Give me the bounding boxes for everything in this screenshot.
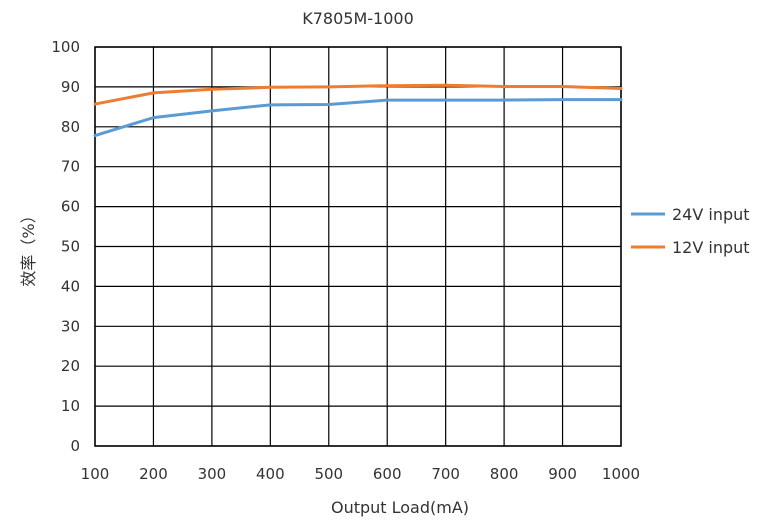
chart-title: K7805M-1000	[302, 9, 414, 28]
x-tick-label: 900	[548, 465, 577, 483]
x-tick-label: 500	[314, 465, 343, 483]
series-line-24v-input	[93, 98, 623, 138]
x-tick-label: 1000	[602, 465, 640, 483]
y-tick-label: 60	[61, 198, 80, 216]
legend-label: 12V input	[672, 238, 750, 257]
x-tick-label: 300	[198, 465, 227, 483]
series-lines	[93, 83, 623, 138]
y-tick-label: 30	[61, 317, 80, 335]
series-line-12v-input	[93, 83, 623, 106]
grid	[94, 46, 622, 447]
y-tick-label: 40	[61, 277, 80, 295]
y-axis-label: 效率（%）	[19, 207, 38, 286]
x-tick-label: 400	[256, 465, 285, 483]
y-tick-label: 70	[61, 158, 80, 176]
legend-label: 24V input	[672, 205, 750, 224]
y-tick-label: 80	[61, 118, 80, 136]
plot-area	[94, 46, 622, 447]
y-tick-label: 10	[61, 397, 80, 415]
x-tick-label: 200	[139, 465, 168, 483]
y-tick-labels: 0 10 20 30 40 50 60 70 80 90 100	[51, 38, 80, 455]
y-tick-label: 50	[61, 238, 80, 256]
x-tick-label: 100	[81, 465, 110, 483]
x-tick-labels: 100 200 300 400 500 600 700 800 900 1000	[81, 465, 640, 483]
y-tick-label: 100	[51, 38, 80, 56]
x-axis-label: Output Load(mA)	[331, 498, 469, 517]
legend: 24V input 12V input	[631, 205, 750, 257]
x-tick-label: 600	[373, 465, 402, 483]
y-tick-label: 0	[70, 437, 80, 455]
y-tick-label: 20	[61, 357, 80, 375]
x-tick-label: 800	[490, 465, 519, 483]
x-tick-label: 700	[431, 465, 460, 483]
y-tick-label: 90	[61, 78, 80, 96]
